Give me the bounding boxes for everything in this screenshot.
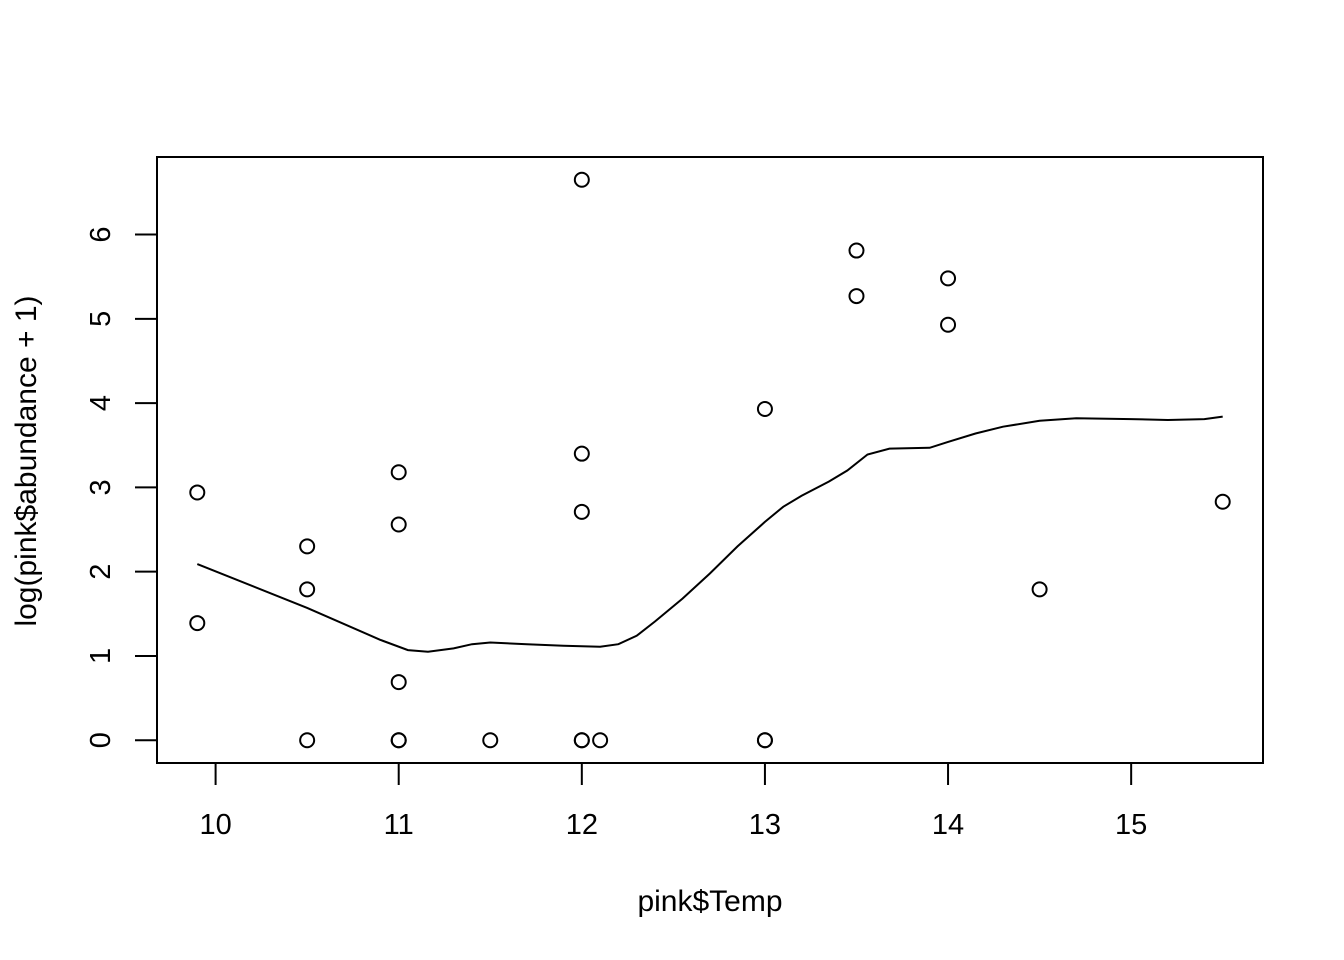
points (189, 171, 1231, 749)
data-point (756, 401, 773, 418)
data-point (1031, 581, 1048, 598)
data-point (482, 732, 499, 749)
data-point (940, 270, 957, 287)
x-tick-label: 12 (566, 809, 598, 841)
data-point (848, 242, 865, 259)
data-point (848, 288, 865, 305)
x-tick-label: 10 (199, 809, 231, 841)
y-tick-label: 3 (85, 479, 117, 495)
smooth-line (196, 415, 1223, 653)
x-tick-label: 11 (384, 809, 414, 841)
data-point (189, 484, 206, 501)
data-point (299, 538, 316, 555)
y-tick-label: 5 (85, 311, 117, 327)
x-tick-label: 14 (932, 809, 964, 841)
data-point (573, 732, 590, 749)
data-point (390, 464, 407, 481)
data-point (573, 445, 590, 462)
x-axis: 10 11 12 13 14 15 (199, 762, 1147, 841)
y-tick-label: 2 (85, 564, 117, 580)
y-tick-label: 6 (85, 226, 117, 242)
plot-box (156, 156, 1264, 764)
data-point (390, 516, 407, 533)
data-point (756, 732, 773, 749)
data-point (390, 732, 407, 749)
data-point (940, 316, 957, 333)
data-point (592, 732, 609, 749)
y-tick-label: 1 (85, 648, 117, 664)
x-tick-label: 15 (1115, 809, 1147, 841)
data-point (1214, 493, 1231, 510)
data-point (189, 615, 206, 632)
data-point (573, 503, 590, 520)
y-axis: 0 1 2 3 4 5 6 (85, 226, 158, 748)
y-tick-label: 0 (85, 732, 117, 748)
x-axis-title: pink$Temp (637, 885, 782, 918)
y-axis-title: log(pink$abundance + 1) (10, 295, 43, 626)
data-point (390, 674, 407, 691)
data-point (299, 581, 316, 598)
data-point (299, 732, 316, 749)
data-point (573, 171, 590, 188)
y-tick-label: 4 (85, 395, 117, 411)
x-tick-label: 13 (749, 809, 781, 841)
